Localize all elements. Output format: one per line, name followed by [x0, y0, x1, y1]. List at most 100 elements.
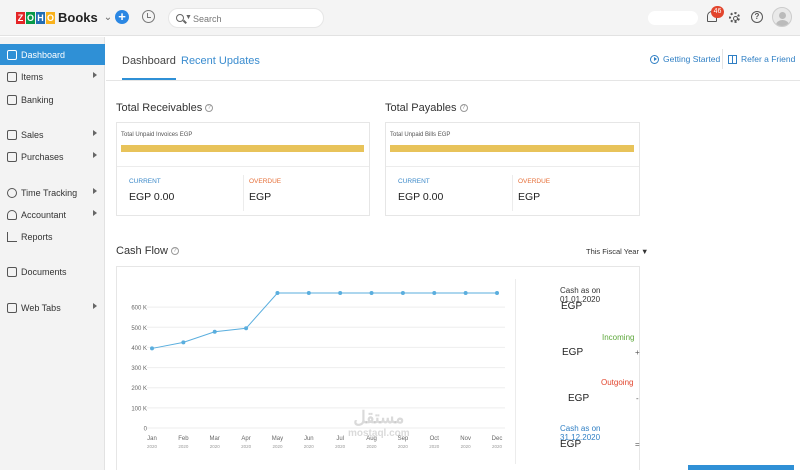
- receivables-overdue-label: OVERDUE: [249, 178, 282, 185]
- sidebar-item-accountant[interactable]: Accountant: [0, 204, 105, 225]
- x-tick-year: 2020: [304, 444, 315, 449]
- card-divider: [243, 175, 244, 211]
- chart-icon: [7, 231, 17, 242]
- logo-letter: Z: [16, 11, 25, 24]
- chevron-down-icon[interactable]: ⌄: [103, 12, 113, 23]
- opening-cash-value[interactable]: EGP: [561, 301, 583, 312]
- getting-started-link[interactable]: Getting Started: [650, 54, 720, 64]
- data-point[interactable]: [212, 329, 217, 334]
- gift-icon: [728, 54, 737, 64]
- sidebar-item-sales[interactable]: Sales: [0, 124, 105, 145]
- x-tick-year: 2020: [367, 444, 378, 449]
- fiscal-period-dropdown[interactable]: This Fiscal Year ▼: [586, 247, 648, 256]
- bank-icon: [7, 94, 17, 105]
- search-input[interactable]: [193, 12, 318, 25]
- x-tick-year: 2020: [178, 444, 189, 449]
- payables-current-value[interactable]: EGP 0.00: [398, 191, 444, 203]
- chevron-right-icon: [93, 303, 97, 309]
- info-icon[interactable]: ?: [205, 104, 214, 112]
- data-point[interactable]: [306, 291, 311, 296]
- gear-icon[interactable]: [729, 12, 740, 23]
- x-tick-year: 2020: [398, 444, 409, 449]
- payables-bar[interactable]: [390, 145, 634, 152]
- payables-overdue-value[interactable]: EGP: [518, 191, 541, 203]
- sidebar-item-purchases[interactable]: Purchases: [0, 146, 105, 167]
- x-tick-label: Oct: [430, 436, 440, 442]
- sidebar-item-label: Sales: [21, 129, 44, 140]
- cashflow-card: 0 100 K 200 K 300 K 400 K 500 K 600 K Jan 2020 Fe…: [116, 266, 640, 470]
- refer-friend-label: Refer a Friend: [741, 54, 796, 64]
- data-point[interactable]: [338, 291, 343, 296]
- receivables-title-text: Total Receivables: [116, 102, 203, 114]
- top-bar: Z O H O Books ⌄ + ▼ 46 ?: [0, 0, 800, 36]
- data-point[interactable]: [244, 326, 249, 331]
- y-tick-label: 500 K: [131, 326, 147, 332]
- incoming-value[interactable]: EGP: [562, 347, 584, 358]
- sidebar-item-items[interactable]: Items: [0, 66, 105, 87]
- receivables-bar[interactable]: [121, 145, 364, 152]
- sidebar-item-documents[interactable]: Documents: [0, 261, 105, 282]
- sidebar-item-reports[interactable]: Reports: [0, 226, 105, 247]
- sidebar-item-label: Dashboard: [21, 49, 66, 60]
- getting-started-label: Getting Started: [663, 54, 721, 64]
- closing-cash-value[interactable]: EGP: [560, 439, 582, 450]
- x-tick-year: 2020: [335, 444, 346, 449]
- sidebar-item-label: Documents: [21, 266, 67, 277]
- data-point[interactable]: [463, 291, 468, 296]
- data-point[interactable]: [181, 340, 186, 345]
- quick-create-button[interactable]: +: [115, 10, 129, 24]
- search-box: ▼: [168, 8, 324, 28]
- payables-overdue-label: OVERDUE: [518, 178, 551, 185]
- data-point[interactable]: [432, 291, 437, 296]
- data-point[interactable]: [400, 291, 405, 296]
- x-tick-year: 2020: [429, 444, 440, 449]
- web-tabs-icon: [7, 302, 17, 313]
- watermark-arabic: مستقل: [353, 408, 405, 427]
- payables-title-text: Total Payables: [385, 102, 457, 114]
- tab-dashboard[interactable]: Dashboard: [122, 55, 176, 80]
- help-icon[interactable]: ?: [751, 11, 763, 23]
- dashboard-tabs: Dashboard Recent Updates Getting Started…: [106, 37, 800, 81]
- data-point[interactable]: [369, 291, 374, 296]
- opening-cash-label: Cash as on 01.01.2020: [560, 286, 601, 304]
- bottom-accent-strip: [688, 465, 794, 470]
- outgoing-value[interactable]: EGP: [568, 393, 590, 404]
- data-point[interactable]: [275, 291, 280, 296]
- cashflow-title-text: Cash Flow: [116, 245, 168, 257]
- caret-down-icon[interactable]: ▼: [185, 14, 192, 21]
- payables-subtitle: Total Unpaid Bills EGP: [390, 132, 451, 138]
- chevron-right-icon: [93, 72, 97, 78]
- sidebar-item-label: Reports: [21, 231, 53, 242]
- equals-sign: =: [635, 440, 640, 449]
- x-tick-year: 2020: [492, 444, 503, 449]
- receivables-current-label: CURRENT: [129, 178, 161, 185]
- fiscal-period-label: This Fiscal Year: [586, 247, 639, 256]
- plus-sign: +: [635, 348, 640, 357]
- organization-switcher[interactable]: [648, 11, 698, 25]
- cashflow-chart: 0 100 K 200 K 300 K 400 K 500 K 600 K Jan 2020 Fe…: [131, 291, 505, 449]
- data-point[interactable]: [150, 346, 154, 351]
- sidebar-item-dashboard[interactable]: Dashboard: [0, 44, 105, 65]
- refer-friend-link[interactable]: Refer a Friend: [728, 54, 795, 64]
- history-icon[interactable]: [142, 10, 155, 23]
- x-tick-year: 2020: [461, 444, 472, 449]
- sidebar-item-banking[interactable]: Banking: [0, 89, 105, 110]
- cashflow-title: Cash Flow ?: [116, 245, 179, 257]
- tab-recent-updates[interactable]: Recent Updates: [181, 55, 260, 67]
- data-point[interactable]: [495, 291, 499, 296]
- sidebar-item-web-tabs[interactable]: Web Tabs: [0, 297, 105, 318]
- x-tick-year: 2020: [210, 444, 221, 449]
- receivables-current-value[interactable]: EGP 0.00: [129, 191, 175, 203]
- info-icon[interactable]: ?: [170, 247, 179, 255]
- info-icon[interactable]: ?: [459, 104, 468, 112]
- sidebar-item-label: Accountant: [21, 209, 67, 220]
- dashboard-icon: [7, 49, 17, 60]
- receivables-title: Total Receivables ?: [116, 102, 214, 114]
- app-logo[interactable]: Z O H O Books ⌄: [16, 10, 112, 25]
- avatar[interactable]: [772, 7, 792, 27]
- sidebar-item-time-tracking[interactable]: Time Tracking: [0, 182, 105, 203]
- y-tick-label: 200 K: [131, 386, 147, 392]
- receivables-overdue-value[interactable]: EGP: [249, 191, 272, 203]
- search-icon[interactable]: [176, 14, 184, 22]
- x-tick-label: Jan: [147, 436, 157, 442]
